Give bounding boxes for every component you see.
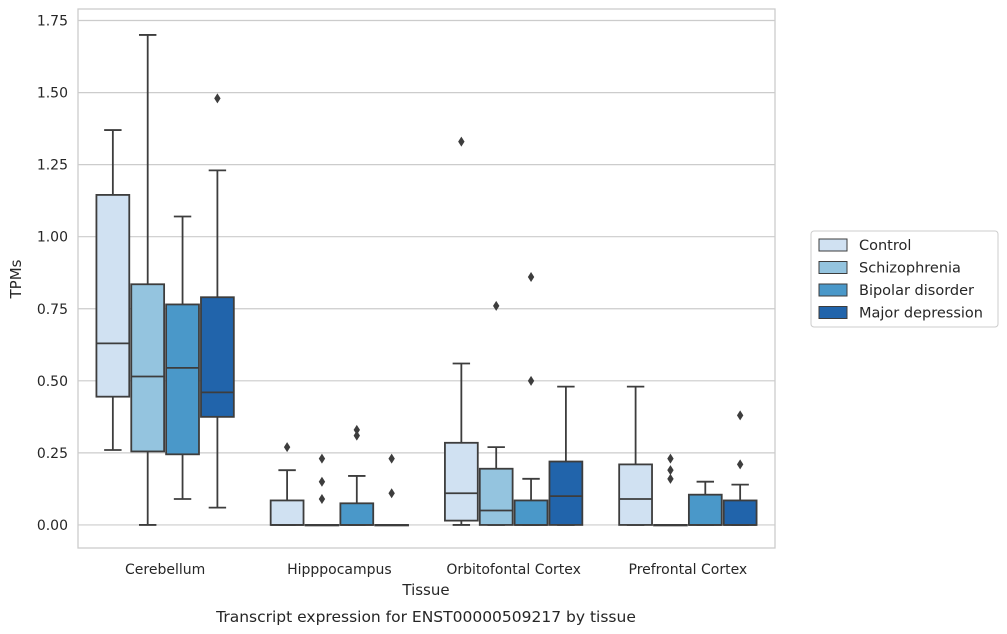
box-iqr: [200, 296, 235, 418]
legend-label-major-depression: Major depression: [859, 306, 983, 322]
outlier-point: [736, 459, 744, 470]
box-iqr: [513, 499, 549, 526]
x-tick-label: Hipppocampus: [287, 562, 392, 578]
legend-label-schizophrenia: Schizophrenia: [859, 261, 961, 277]
outlier-point: [318, 453, 326, 464]
outlier-point: [318, 494, 326, 504]
box-control: [618, 385, 653, 526]
y-tick-label: 1.25: [37, 158, 68, 174]
outlier-point: [353, 430, 360, 441]
outlier-point: [667, 473, 674, 484]
legend-swatch-bipolar-disorder: [818, 283, 848, 297]
box-iqr: [687, 493, 723, 526]
box-control: [95, 129, 131, 451]
chart-caption: Transcript expression for ENST0000050921…: [215, 608, 636, 626]
y-tick-label: 1.50: [37, 86, 68, 102]
box-iqr: [165, 303, 200, 456]
box-iqr: [269, 499, 305, 526]
outlier-point: [667, 453, 674, 464]
box-bipolar-disorder: [165, 215, 200, 500]
x-tick-label: Prefrontal Cortex: [629, 562, 748, 578]
outlier-point: [214, 93, 221, 104]
legend-label-control: Control: [859, 238, 911, 254]
box-major-depression: [722, 410, 758, 526]
outlier-point: [353, 424, 360, 435]
box-bipolar-disorder: [339, 424, 375, 526]
box-series: [95, 34, 758, 527]
box-iqr: [548, 460, 584, 526]
box-major-depression: [548, 385, 584, 526]
box-schizophrenia: [130, 34, 166, 526]
plot-frame: [77, 8, 776, 549]
box-schizophrenia: [304, 453, 340, 527]
box-major-depression: [200, 93, 235, 509]
outlier-point: [667, 465, 674, 476]
x-tick-label: Orbitofontal Cortex: [446, 562, 581, 578]
y-tick-label: 0.25: [37, 446, 68, 462]
legend-frame: [810, 230, 999, 328]
outlier-point: [283, 442, 291, 453]
y-tick-label: 0.50: [37, 374, 68, 390]
box-iqr: [722, 499, 758, 526]
y-tick-label: 0.00: [37, 518, 68, 534]
box-control: [269, 442, 305, 526]
y-tick-label: 1.75: [37, 14, 68, 30]
legend-label-bipolar-disorder: Bipolar disorder: [859, 283, 974, 299]
outlier-point: [318, 476, 326, 487]
x-tick-label: Cerebellum: [125, 562, 205, 578]
y-tick-labels: 0.00 0.25 0.50 0.75 1.00 1.25 1.50 1.75: [37, 14, 68, 534]
outlier-point: [736, 410, 744, 421]
y-axis-label: TPMs: [7, 259, 25, 299]
x-tick-labels: Cerebellum Hipppocampus Orbitofontal Corte…: [125, 562, 747, 578]
box-iqr: [478, 467, 514, 526]
box-iqr: [339, 502, 375, 526]
box-bipolar-disorder: [513, 272, 549, 526]
x-axis-label: Tissue: [401, 581, 449, 599]
outlier-point: [388, 453, 395, 464]
box-bipolar-disorder: [687, 480, 723, 526]
box-schizophrenia: [478, 300, 514, 526]
outlier-point: [458, 136, 465, 147]
box-iqr: [444, 441, 479, 522]
outlier-point: [527, 272, 535, 283]
legend: Control Schizophrenia Bipolar disorder Majo…: [810, 230, 999, 328]
box-schizophrenia: [653, 453, 688, 527]
outlier-point: [527, 375, 535, 386]
legend-swatch-control: [818, 238, 848, 252]
y-tick-label: 1.00: [37, 230, 68, 246]
box-control: [444, 136, 479, 526]
legend-swatch-schizophrenia: [818, 261, 848, 274]
legend-swatch-major-depression: [818, 306, 848, 319]
outlier-point: [388, 488, 395, 499]
outlier-point: [493, 300, 500, 311]
y-tick-label: 0.75: [37, 302, 68, 318]
box-iqr: [130, 283, 166, 453]
box-iqr: [618, 463, 653, 526]
plot-area: [78, 9, 775, 548]
box-iqr: [95, 194, 131, 398]
box-major-depression: [374, 453, 409, 527]
